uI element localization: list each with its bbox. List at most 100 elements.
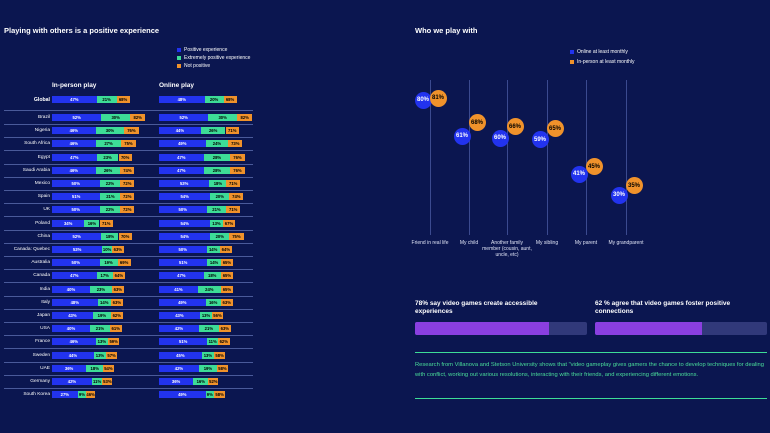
online-bar-segment: 28% <box>203 153 231 161</box>
left-title: Playing with others is a positive experi… <box>4 26 160 35</box>
inperson-bar-segment: 68% <box>116 96 130 103</box>
inperson-bar-segment: 74% <box>120 166 135 174</box>
row-label: Japan <box>36 313 50 318</box>
row-divider <box>4 282 253 284</box>
category-label: Friend in real life <box>411 240 449 246</box>
online-bar-segment: 54% <box>159 193 211 201</box>
left-legend: Positive experience Extremely positive e… <box>177 46 250 70</box>
online-bar-segment: 11% <box>207 338 218 346</box>
inperson-bar-segment: 69% <box>117 259 131 267</box>
row-label: Brazil <box>38 115 50 120</box>
row-label: China <box>37 233 50 239</box>
inperson-bar-segment: 46% <box>52 140 96 148</box>
inperson-bar-segment: 40% <box>52 325 90 333</box>
category-gridline <box>469 80 470 235</box>
inperson-dot: 68% <box>468 114 486 132</box>
inperson-bar-segment: 11% <box>91 378 103 385</box>
online-bar-segment: 36% <box>159 378 194 385</box>
stat-2-bar-fill <box>595 322 702 335</box>
inperson-bar-segment: 46% <box>52 338 96 346</box>
inperson-bar-segment: 40% <box>52 285 90 293</box>
online-bar-segment: 63% <box>220 298 233 306</box>
online-dot: 30% <box>610 186 628 204</box>
category-gridline <box>507 80 508 235</box>
row-divider <box>4 335 253 337</box>
row-label: Germany <box>30 379 50 384</box>
category-label: My sibling <box>535 240 559 246</box>
online-bar-segment: 21% <box>198 325 219 333</box>
stat-2-text: 62 % agree that video games foster posit… <box>595 300 731 315</box>
row-label: Australia <box>31 260 50 266</box>
online-bar-segment: 49% <box>159 391 206 399</box>
online-bar-segment: 50% <box>159 206 207 214</box>
right-legend: Online at least monthly In-person at lea… <box>570 47 635 67</box>
inperson-bar-segment: 72% <box>120 206 135 214</box>
online-bar-segment: 42% <box>159 364 199 372</box>
inperson-bar-segment: 54% <box>103 364 114 372</box>
inperson-bar-segment: 46% <box>52 166 96 174</box>
row-divider <box>4 176 253 178</box>
inperson-bar-segment: 27% <box>52 391 78 399</box>
online-bar-segment: 58% <box>214 391 226 399</box>
online-bar-segment: 52% <box>208 378 219 385</box>
inperson-bar-segment: 13% <box>95 338 109 346</box>
legend-item-inperson: In-person at least monthly <box>570 57 635 67</box>
category-label: Another family member (cousin, aunt, unc… <box>482 240 532 258</box>
online-bar-segment: 42% <box>159 325 199 333</box>
row-label: South Korea <box>23 392 50 398</box>
quote-top-rule <box>415 352 767 353</box>
inperson-bar-segment: 82% <box>129 114 146 121</box>
online-bar-segment: 71% <box>226 180 240 187</box>
online-bar-segment: 76% <box>230 166 245 174</box>
row-label: Saudi Arabia <box>22 167 50 173</box>
row-label: South Africa <box>24 141 50 147</box>
online-bar-segment: 28% <box>203 166 231 174</box>
row-divider <box>4 137 253 139</box>
legend-item-not-positive: Not positive <box>177 62 250 70</box>
row-label: Egypt <box>37 154 50 160</box>
inperson-bar-segment: 46% <box>52 127 96 135</box>
row-divider <box>4 269 253 271</box>
category-gridline <box>586 80 587 235</box>
inperson-bar-segment: 36% <box>52 364 87 372</box>
row-divider <box>4 256 253 257</box>
inperson-bar-segment: 52% <box>52 114 102 121</box>
online-bar-segment: 26% <box>200 127 226 135</box>
inperson-bar-segment: 76% <box>124 127 139 135</box>
row-divider <box>4 361 253 363</box>
online-bar-segment: 54% <box>159 219 211 227</box>
row-label: Canada: Quebec <box>13 247 50 252</box>
online-bar-segment: 20% <box>210 193 230 201</box>
row-label: Canada <box>33 273 50 279</box>
row-label: Poland <box>35 220 50 226</box>
online-bar-segment: 16% <box>193 378 209 385</box>
online-dot: 80% <box>414 91 432 109</box>
row-label: Global <box>33 97 50 103</box>
online-bar-segment: 18% <box>209 180 227 187</box>
online-bar-segment: 68% <box>223 96 237 103</box>
online-bar-segment: 67% <box>222 219 236 227</box>
inperson-dot: 35% <box>625 177 643 194</box>
inperson-bar-segment: 34% <box>52 219 85 227</box>
inperson-bar-segment: 50% <box>52 180 100 187</box>
inperson-bar-segment: 53% <box>52 246 103 253</box>
row-divider <box>4 216 253 218</box>
inperson-bar-segment: 30% <box>95 127 125 135</box>
legend-swatch <box>177 56 181 60</box>
right-title: Who we play with <box>415 26 478 35</box>
online-dot: 59% <box>531 131 549 149</box>
online-bar-segment: 74% <box>229 193 244 201</box>
inperson-bar-segment: 72% <box>120 180 135 187</box>
inperson-bar-segment: 22% <box>99 206 121 214</box>
online-bar-segment: 47% <box>159 272 204 280</box>
inperson-bar-segment: 62% <box>110 312 123 319</box>
online-bar-segment: 18% <box>203 272 221 280</box>
online-bar-segment: 21% <box>206 206 227 214</box>
row-label: UK <box>43 207 50 213</box>
online-bar-segment: 62% <box>217 338 230 346</box>
online-bar-segment: 54% <box>159 232 211 240</box>
inperson-bar-segment: 23% <box>90 285 112 293</box>
row-divider <box>4 124 253 125</box>
inperson-bar-segment: 59% <box>108 338 120 346</box>
inperson-bar-segment: 71% <box>99 219 113 227</box>
